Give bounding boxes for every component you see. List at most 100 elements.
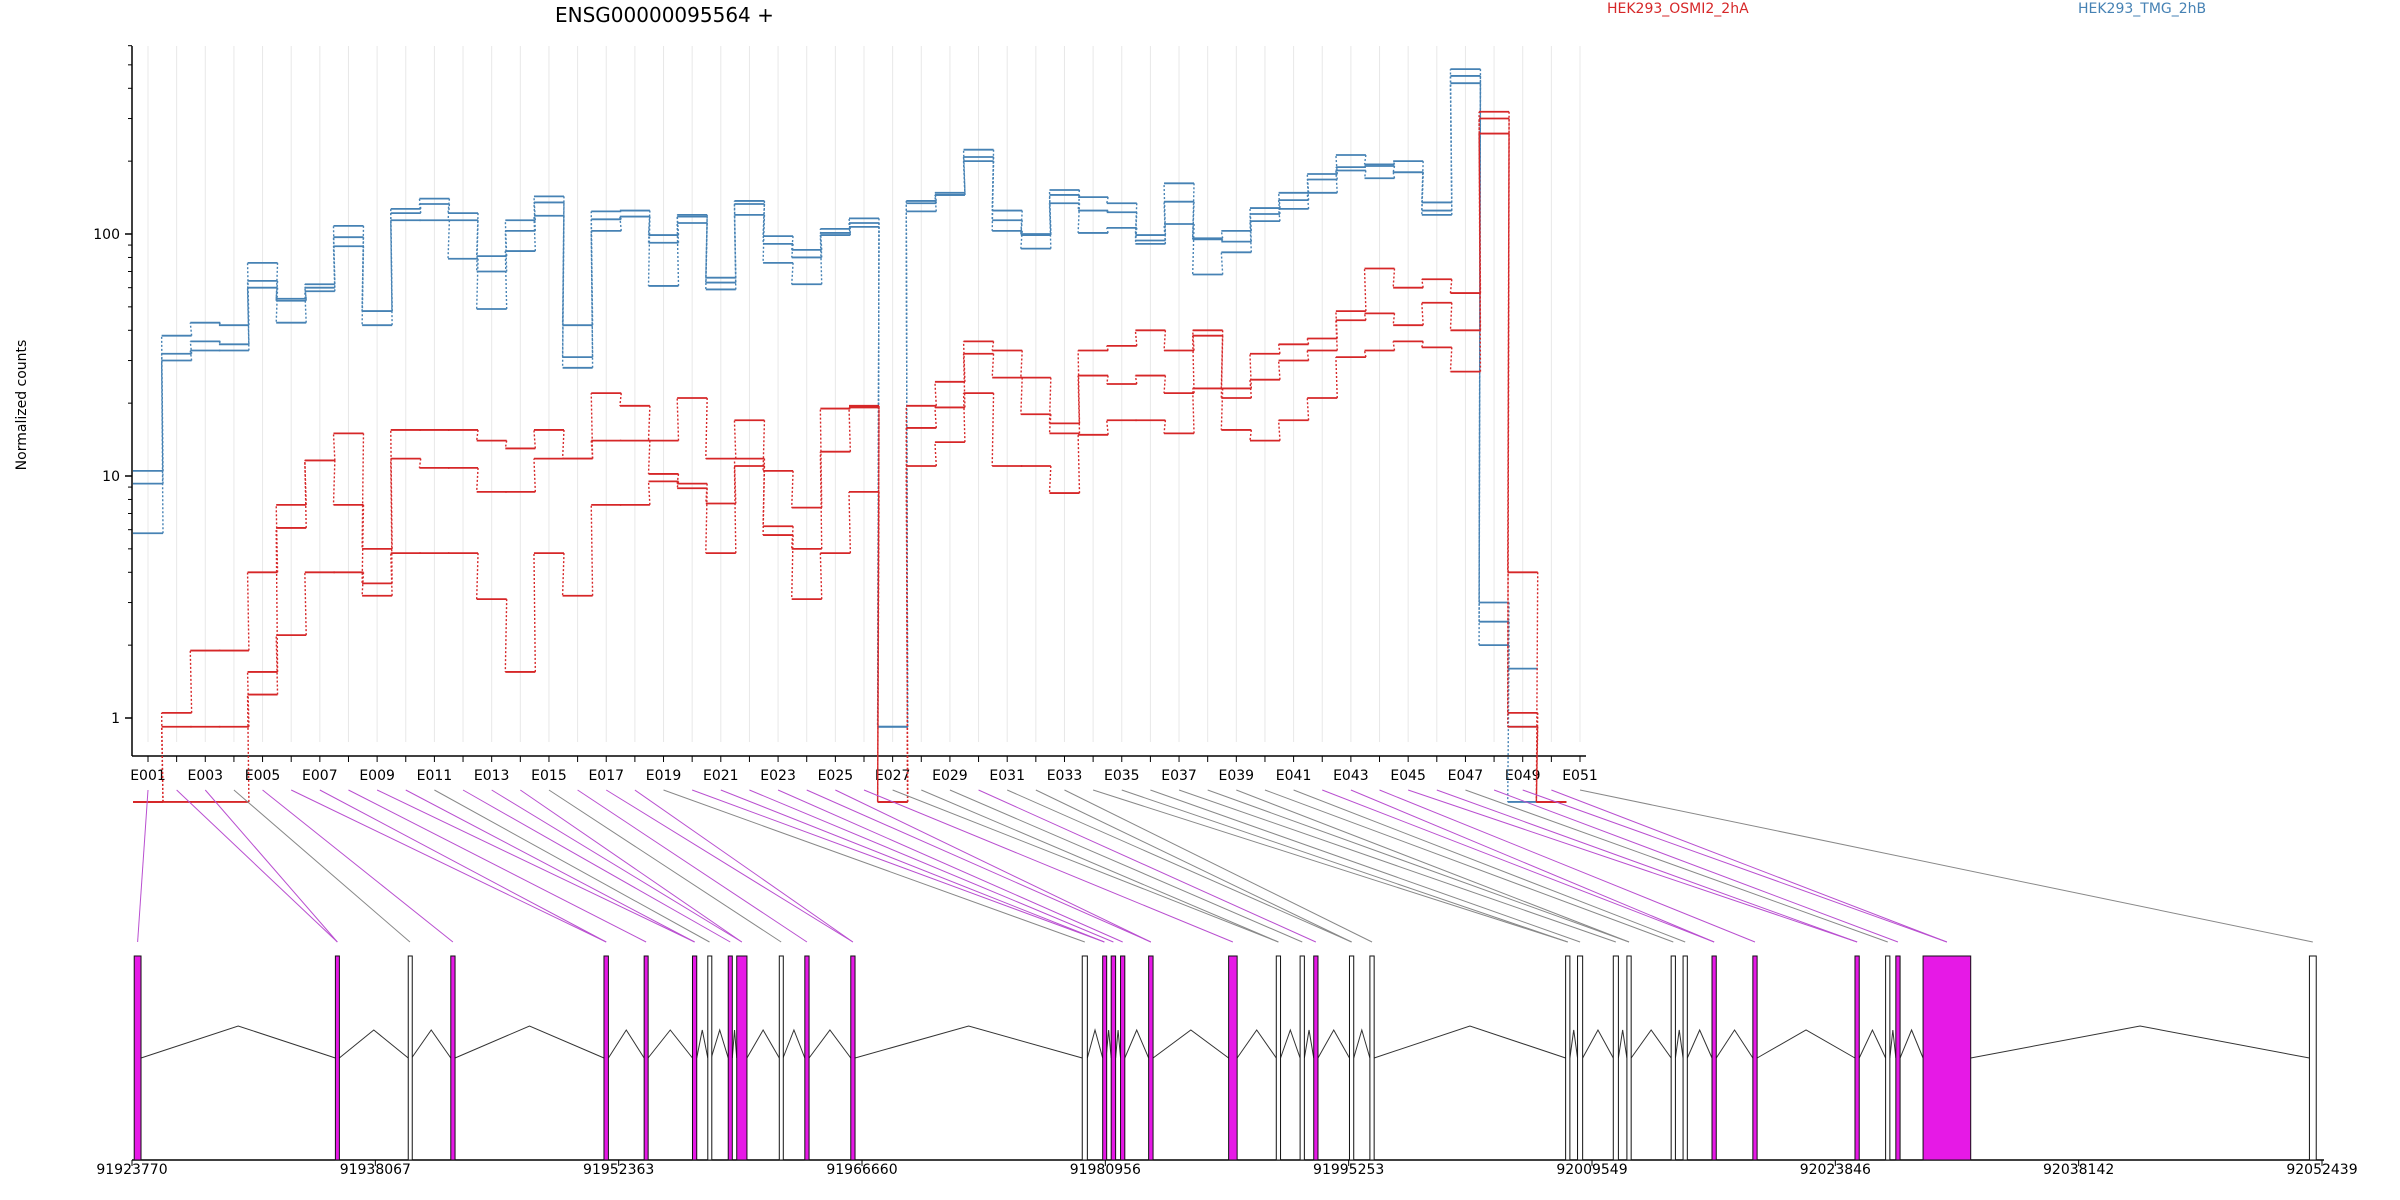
series-connector <box>475 258 479 309</box>
intron <box>1569 1029 1579 1059</box>
series-connector <box>1449 347 1453 372</box>
exon-block <box>1120 955 1126 1161</box>
series-connector <box>390 213 393 312</box>
series-connector <box>647 210 651 236</box>
exon-block <box>1626 955 1632 1161</box>
series-connector <box>561 429 565 459</box>
series-connector <box>991 353 995 378</box>
intron <box>454 1025 605 1059</box>
exon-block <box>736 955 748 1161</box>
exon-block <box>1299 955 1305 1161</box>
exon-connector <box>233 789 411 943</box>
exon-connector <box>978 789 1317 943</box>
series-connector <box>905 200 909 727</box>
series-connector <box>1134 203 1138 236</box>
series-connector <box>819 553 823 600</box>
series-connector <box>533 553 537 672</box>
exon-connector <box>1379 789 1756 943</box>
x-tick-label: E035 <box>1104 768 1140 784</box>
exon-block <box>1577 955 1584 1161</box>
series-lines <box>133 68 1567 803</box>
series-connector <box>1163 420 1167 434</box>
x-tick-label: E041 <box>1276 768 1312 784</box>
exon-connector <box>1579 789 2313 943</box>
series-connector <box>1535 726 1539 802</box>
x-tick-label: E003 <box>187 768 223 784</box>
exon-block <box>1682 955 1688 1161</box>
x-tick-label: E009 <box>359 768 395 784</box>
series-connector <box>762 204 766 244</box>
exon-block <box>334 955 340 1161</box>
series-connector <box>676 398 680 441</box>
exon-block <box>1275 955 1282 1161</box>
x-tick-label: E019 <box>646 768 682 784</box>
genomic-tick-label: 91966660 <box>826 1162 897 1178</box>
exon-connector <box>1522 789 1948 943</box>
exon-connector <box>1207 789 1630 943</box>
series-connector <box>1363 268 1367 312</box>
series-connector <box>791 262 794 285</box>
series-connector <box>647 481 651 505</box>
exon-block <box>1369 955 1375 1161</box>
series-connector <box>533 196 537 221</box>
series-connector <box>1421 172 1424 215</box>
series-connector <box>934 442 937 467</box>
exon-block <box>1348 955 1355 1161</box>
series-connector <box>189 350 193 361</box>
exon-connector <box>176 789 338 943</box>
series-connector <box>848 407 852 452</box>
series-connector <box>1277 420 1281 441</box>
intron <box>854 1025 1083 1059</box>
exon-block <box>1228 955 1238 1161</box>
series-connector <box>475 213 479 257</box>
series-connector <box>762 200 766 237</box>
series-connector <box>447 198 451 214</box>
genomic-tick-label: 92038142 <box>2043 1162 2114 1178</box>
series-connector <box>705 488 708 554</box>
exon-connector <box>319 789 607 943</box>
x-tick-label: E043 <box>1333 768 1369 784</box>
series-connector <box>934 192 937 202</box>
series-connector <box>1220 252 1224 275</box>
exon-connector <box>548 789 782 943</box>
exon-block <box>1612 955 1619 1161</box>
exon-connector <box>204 789 338 943</box>
exon-block <box>2308 955 2317 1161</box>
series-connector <box>475 220 479 272</box>
series-connector <box>647 216 651 286</box>
exon-connector <box>892 789 1279 943</box>
exon-block <box>1922 955 1972 1161</box>
intron <box>746 1029 780 1059</box>
intron <box>1889 1029 1897 1059</box>
series-connector <box>1163 330 1167 351</box>
vertical-grid <box>147 46 1581 742</box>
series-connector <box>848 222 852 234</box>
series-connector <box>1335 320 1338 351</box>
series-connector <box>1077 350 1081 424</box>
series-connector <box>733 465 737 554</box>
intron <box>1317 1028 1350 1059</box>
series-connector <box>1048 414 1052 434</box>
exon-connector <box>1006 789 1352 943</box>
series-connector <box>1421 302 1424 326</box>
exon-connector <box>605 789 854 943</box>
exon-block <box>450 955 456 1161</box>
exon-connector <box>491 789 743 943</box>
exon-connector <box>1322 789 1715 943</box>
series-connector <box>1449 279 1453 294</box>
series-connector <box>332 246 336 292</box>
series-connector <box>1335 154 1338 175</box>
exon-connector <box>749 789 1114 943</box>
series-connector <box>189 650 193 713</box>
series-connector <box>218 341 221 345</box>
series-connector <box>533 202 537 231</box>
exon-block <box>1854 955 1860 1161</box>
series-connector <box>733 214 737 290</box>
series-connector <box>246 280 250 345</box>
genomic-tick-label: 92052439 <box>2286 1162 2357 1178</box>
exon-connector <box>1092 789 1568 943</box>
intron <box>1858 1028 1887 1059</box>
series-connector <box>962 161 966 195</box>
intron <box>1353 1028 1371 1059</box>
